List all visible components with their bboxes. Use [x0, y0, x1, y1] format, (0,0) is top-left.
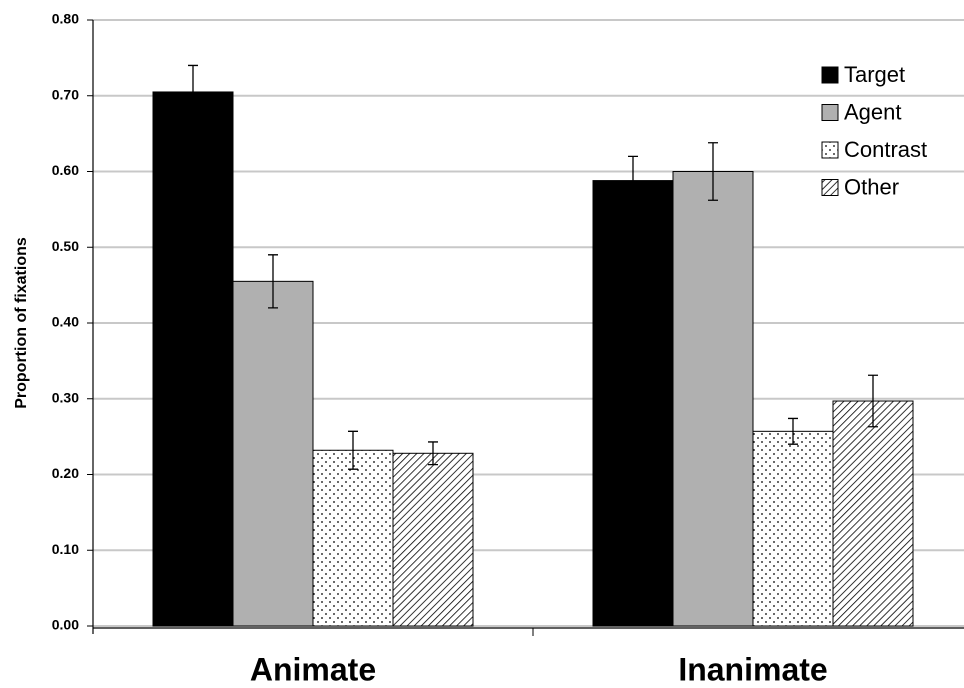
- error-bar: [188, 64, 198, 120]
- bar: [232, 280, 314, 627]
- error-bar: [708, 142, 718, 201]
- y-tick-label: 0.10: [52, 541, 79, 557]
- error-bar: [348, 430, 358, 470]
- bar: [672, 171, 754, 627]
- y-tick-label: 0.60: [52, 162, 79, 178]
- bar: [152, 91, 234, 627]
- error-bar: [628, 155, 638, 206]
- bar: [392, 452, 474, 627]
- y-axis-label: Proportion of fixations: [13, 237, 30, 409]
- bar: [312, 449, 394, 627]
- legend-label: Target: [844, 62, 905, 87]
- y-tick-label: 0.50: [52, 238, 79, 254]
- legend-swatch: [821, 179, 839, 196]
- bar: [592, 180, 674, 627]
- legend-label: Agent: [844, 99, 902, 124]
- legend-label: Other: [844, 174, 899, 199]
- error-bar: [428, 441, 438, 466]
- bar: [752, 430, 834, 627]
- legend-swatch: [821, 104, 839, 121]
- x-tick-label: Animate: [250, 651, 376, 687]
- y-tick-label: 0.30: [52, 389, 79, 405]
- legend-swatch: [821, 141, 839, 159]
- y-tick-label: 0.00: [52, 617, 79, 633]
- legend-label: Contrast: [844, 137, 927, 162]
- error-bar: [268, 254, 278, 309]
- legend-swatch: [821, 66, 839, 84]
- y-tick-label: 0.80: [52, 11, 79, 27]
- bar: [832, 400, 914, 627]
- error-bar: [788, 417, 798, 445]
- y-tick-label: 0.70: [52, 86, 79, 102]
- y-tick-label: 0.40: [52, 314, 79, 330]
- y-tick-label: 0.20: [52, 465, 79, 481]
- x-tick-label: Inanimate: [678, 651, 827, 687]
- error-bar: [868, 374, 878, 428]
